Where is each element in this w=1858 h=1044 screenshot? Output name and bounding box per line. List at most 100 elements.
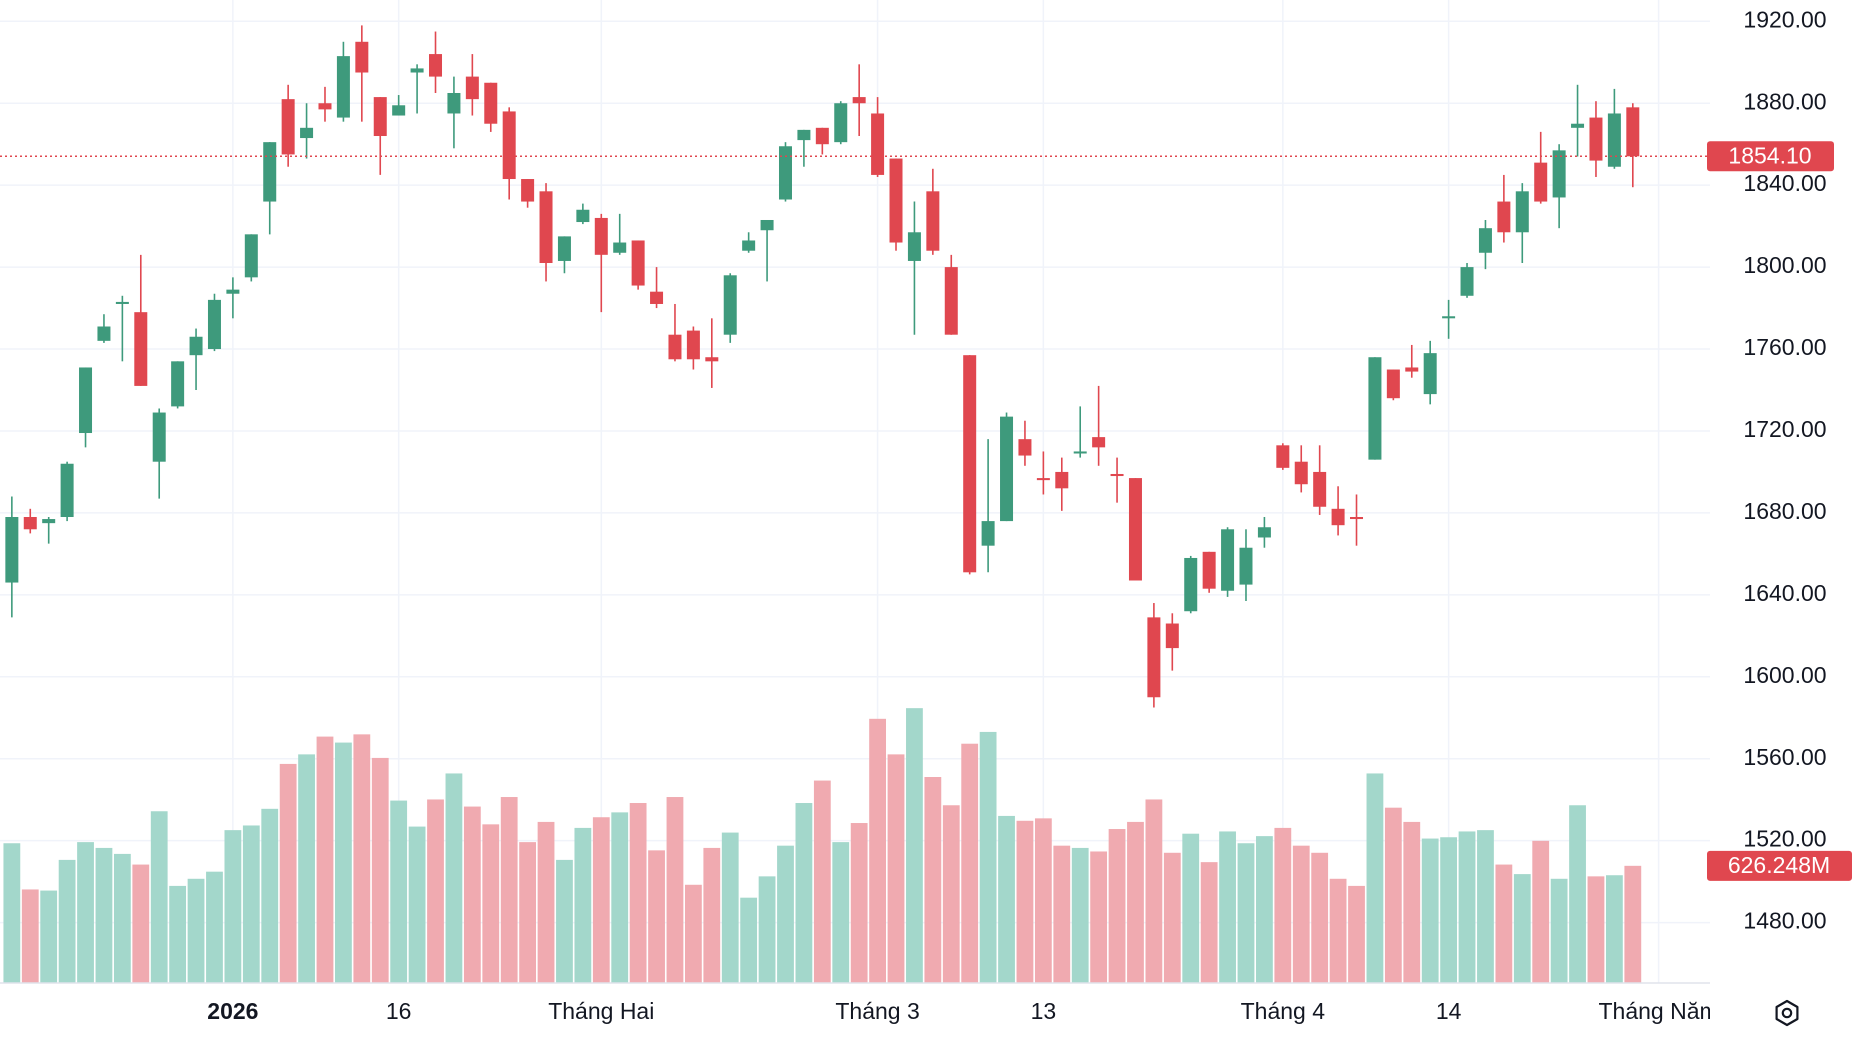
candle-body — [134, 312, 148, 386]
settings-icon[interactable] — [1775, 999, 1799, 1027]
volume-bar — [316, 736, 334, 983]
candle-body — [226, 289, 240, 294]
candle-body — [1110, 473, 1124, 477]
volume-bar — [1219, 831, 1236, 983]
volume-bar — [206, 871, 223, 983]
volume-bar — [95, 847, 113, 983]
candle-body — [1515, 191, 1529, 233]
candle-body — [1257, 527, 1271, 538]
candle-body — [1073, 451, 1087, 454]
candle-body — [889, 158, 903, 243]
candle-body — [1276, 445, 1290, 468]
volume-bar — [132, 864, 150, 983]
volume-bar — [979, 731, 997, 983]
candle-body — [797, 129, 811, 141]
candle-body — [834, 103, 848, 143]
volume-bar — [777, 845, 794, 983]
volume-bar — [703, 847, 721, 983]
volume-bar — [1495, 864, 1513, 983]
candle-body — [207, 299, 221, 350]
volume-bar — [1108, 829, 1126, 983]
candle-body — [355, 41, 369, 73]
candle-body — [1350, 517, 1364, 520]
candle-body — [557, 236, 571, 261]
candle-body — [1239, 547, 1253, 585]
candle-body — [1055, 471, 1069, 489]
volume-bar — [1034, 818, 1052, 983]
volume-bar — [1090, 851, 1108, 983]
candle-body — [1221, 529, 1235, 591]
candle-body — [650, 291, 664, 304]
volume-bar — [684, 884, 702, 983]
volume-bar — [279, 763, 297, 983]
volume-bar — [1256, 836, 1273, 983]
x-tick-label: 13 — [1031, 998, 1057, 1024]
volume-bar — [906, 708, 923, 983]
volume-bar — [1513, 874, 1531, 983]
y-tick-label: 1840.00 — [1743, 170, 1826, 196]
volume-bar — [482, 824, 500, 983]
settings-hex[interactable] — [1775, 999, 1799, 1027]
volume-bar — [242, 825, 260, 983]
candle-body — [1626, 107, 1640, 157]
settings-dot[interactable] — [1781, 1007, 1793, 1019]
candle-body — [926, 191, 940, 251]
candle-body — [521, 179, 535, 202]
candle-body — [1589, 117, 1603, 161]
candle-body — [1442, 316, 1456, 319]
candle-body — [79, 367, 93, 434]
candle-body — [594, 217, 608, 255]
candle-body — [1552, 150, 1566, 198]
volume-bar — [1348, 885, 1365, 983]
volume-bar — [795, 803, 813, 983]
candle-body — [1405, 367, 1419, 372]
candle-body — [760, 219, 774, 231]
candle-body — [944, 267, 958, 335]
volume-bar — [408, 826, 426, 983]
volume-layer — [3, 708, 1642, 983]
volume-bar — [740, 897, 758, 983]
candle-body — [1128, 478, 1142, 581]
candle-body — [871, 113, 885, 175]
x-axis: 2026 16 Tháng Hai Tháng 3 13 Tháng 4 14 Tháng N… — [207, 998, 1710, 1024]
volume-bar — [1532, 840, 1550, 983]
x-tick-label: 16 — [386, 998, 412, 1024]
volume-bar — [611, 812, 629, 983]
y-tick-label: 1560.00 — [1743, 744, 1826, 770]
candle-body — [447, 92, 461, 114]
volume-bar — [390, 800, 408, 983]
candle-body — [410, 68, 424, 73]
volume-bar — [1421, 838, 1439, 983]
volume-bar — [1163, 852, 1181, 983]
candle-body — [281, 99, 295, 155]
volume-bar — [1624, 865, 1642, 983]
candle-body — [723, 275, 737, 335]
volume-bar — [813, 780, 831, 983]
volume-bar — [21, 889, 39, 983]
volume-bar — [371, 757, 389, 983]
volume-bar — [887, 754, 905, 983]
volume-bar — [629, 803, 647, 983]
candle-body — [668, 334, 682, 360]
volume-bar — [40, 890, 58, 983]
volume-bar — [758, 876, 776, 983]
volume-bar — [666, 797, 684, 983]
y-tick-label: 1480.00 — [1743, 908, 1826, 934]
volume-bar — [1145, 799, 1163, 983]
last-price-label: 1854.10 — [1728, 142, 1811, 168]
volume-bar — [1587, 876, 1605, 983]
volume-bar — [961, 743, 979, 983]
candle-body — [907, 232, 921, 261]
x-tick-label: Tháng Hai — [548, 998, 654, 1024]
candle-body — [1534, 162, 1548, 202]
candle-body — [300, 127, 314, 139]
candle-body — [981, 521, 995, 546]
candle-body — [1386, 369, 1400, 399]
volume-bar — [1477, 830, 1494, 983]
volume-bar — [77, 842, 94, 983]
candle-body — [1313, 471, 1327, 507]
volume-bar — [1403, 821, 1421, 983]
candle-body — [1184, 557, 1198, 612]
y-tick-label: 1640.00 — [1743, 580, 1826, 606]
volume-bar — [353, 734, 371, 983]
